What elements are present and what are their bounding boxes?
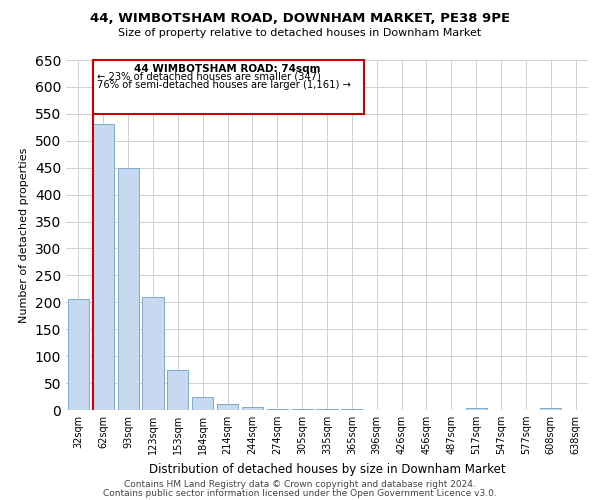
Bar — [93, 124, 114, 410]
Bar — [68, 298, 89, 410]
Text: Contains HM Land Registry data © Crown copyright and database right 2024.: Contains HM Land Registry data © Crown c… — [124, 480, 476, 489]
X-axis label: Distribution of detached houses by size in Downham Market: Distribution of detached houses by size … — [149, 462, 505, 475]
Text: ← 23% of detached houses are smaller (347): ← 23% of detached houses are smaller (34… — [97, 72, 321, 82]
Bar — [167, 370, 188, 410]
Bar — [142, 297, 164, 410]
Text: 44 WIMBOTSHAM ROAD: 74sqm: 44 WIMBOTSHAM ROAD: 74sqm — [134, 64, 321, 74]
Bar — [118, 168, 139, 410]
Bar — [217, 404, 238, 410]
Bar — [466, 408, 487, 410]
Bar — [192, 396, 213, 410]
Text: Size of property relative to detached houses in Downham Market: Size of property relative to detached ho… — [118, 28, 482, 38]
Y-axis label: Number of detached properties: Number of detached properties — [19, 148, 29, 322]
Bar — [540, 408, 561, 410]
Bar — [267, 409, 288, 410]
Text: Contains public sector information licensed under the Open Government Licence v3: Contains public sector information licen… — [103, 488, 497, 498]
Text: 76% of semi-detached houses are larger (1,161) →: 76% of semi-detached houses are larger (… — [97, 80, 351, 90]
Bar — [93, 60, 364, 114]
Bar — [242, 408, 263, 410]
Text: 44, WIMBOTSHAM ROAD, DOWNHAM MARKET, PE38 9PE: 44, WIMBOTSHAM ROAD, DOWNHAM MARKET, PE3… — [90, 12, 510, 26]
